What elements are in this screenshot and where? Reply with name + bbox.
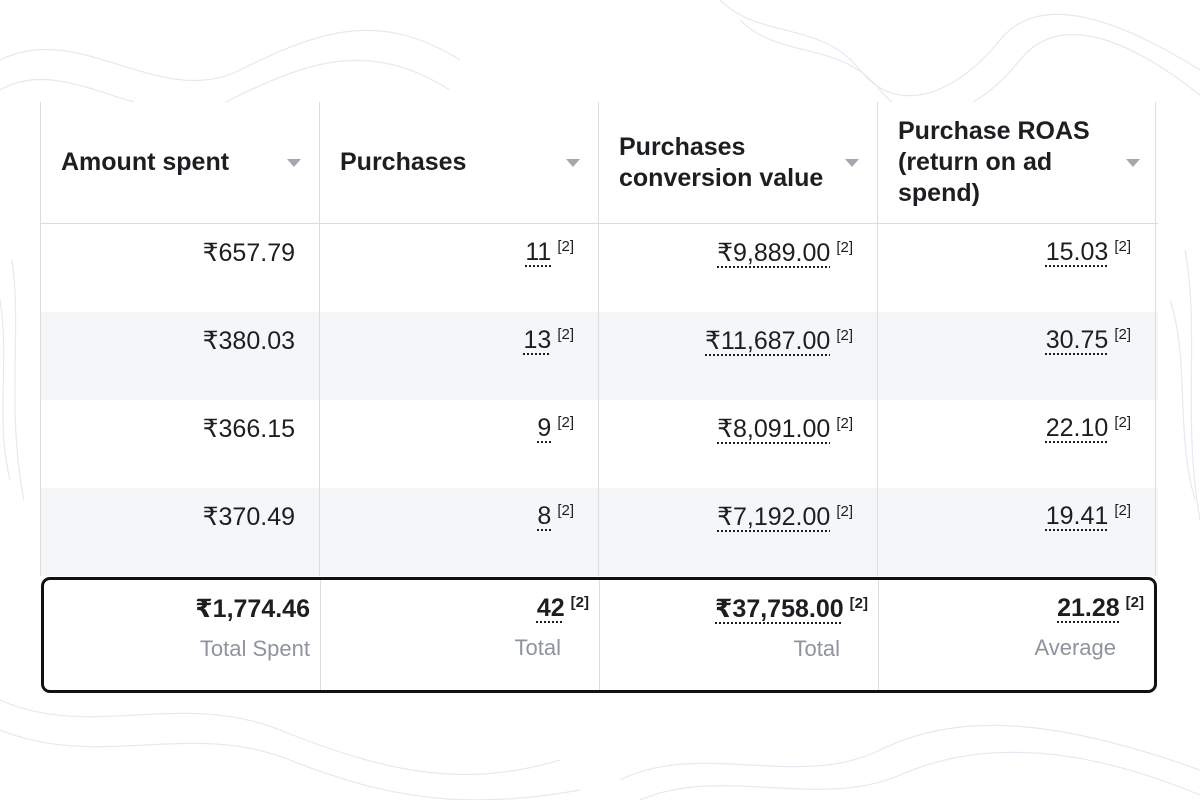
column-divider xyxy=(319,102,320,576)
column-header-amount-spent[interactable]: Amount spent xyxy=(40,102,319,223)
cell-purchases: 9 [2] xyxy=(319,400,598,488)
column-divider xyxy=(877,102,878,576)
roas-value[interactable]: 19.41 xyxy=(1045,502,1109,530)
total-amount-label: Total Spent xyxy=(199,636,310,661)
conversion-value[interactable]: ₹7,192.00 xyxy=(717,503,831,531)
cell-conversion-value: ₹8,091.00 [2] xyxy=(598,400,877,488)
total-purchases-label: Total xyxy=(514,635,561,660)
total-roas-label: Average xyxy=(1034,635,1116,660)
column-label: Purchases xyxy=(340,148,467,176)
cell-amount-spent: ₹370.49 xyxy=(40,488,319,576)
footnote-marker: [2] xyxy=(836,327,853,344)
footnote-marker: [2] xyxy=(1114,326,1131,343)
roas-value[interactable]: 30.75 xyxy=(1045,326,1109,354)
column-label: Purchases conversion value xyxy=(619,132,824,192)
footnote-marker: [2] xyxy=(836,415,853,432)
column-divider xyxy=(1155,102,1156,576)
footnote-marker: [2] xyxy=(849,595,868,612)
total-conversion-label: Total xyxy=(793,636,840,661)
column-divider xyxy=(40,102,41,576)
purchases-value[interactable]: 11 xyxy=(525,238,552,266)
footnote-marker: [2] xyxy=(557,502,574,519)
total-roas: 21.28 [2] Average xyxy=(878,580,1154,690)
column-divider xyxy=(878,580,879,690)
conversion-value[interactable]: ₹9,889.00 xyxy=(717,239,831,267)
amount-value: ₹370.49 xyxy=(202,503,295,531)
footnote-marker: [2] xyxy=(570,594,589,611)
purchases-value[interactable]: 13 xyxy=(523,326,552,354)
footnote-marker: [2] xyxy=(1125,594,1144,611)
cell-roas: 19.41 [2] xyxy=(877,488,1158,576)
purchases-value[interactable]: 8 xyxy=(537,502,552,530)
table-row: ₹370.49 8 [2] ₹7,192.00 [2] 19.41 [2] xyxy=(40,488,1158,576)
total-purchases-value[interactable]: 42 xyxy=(536,594,565,622)
amount-value: ₹657.79 xyxy=(202,239,295,267)
cell-roas: 22.10 [2] xyxy=(877,400,1158,488)
table-row: ₹366.15 9 [2] ₹8,091.00 [2] 22.10 [2] xyxy=(40,400,1158,488)
column-header-purchases[interactable]: Purchases xyxy=(319,102,598,223)
cell-conversion-value: ₹11,687.00 [2] xyxy=(598,312,877,400)
totals-row: ₹1,774.46 Total Spent 42 [2] Total ₹37,75… xyxy=(41,577,1157,693)
footnote-marker: [2] xyxy=(836,503,853,520)
sort-dropdown-icon[interactable] xyxy=(287,159,301,167)
purchases-value[interactable]: 9 xyxy=(537,414,552,442)
cell-purchases: 8 [2] xyxy=(319,488,598,576)
cell-roas: 15.03 [2] xyxy=(877,224,1158,312)
roas-value[interactable]: 15.03 xyxy=(1045,238,1109,266)
column-divider xyxy=(320,580,321,690)
total-roas-value[interactable]: 21.28 xyxy=(1057,594,1120,622)
cell-amount-spent: ₹657.79 xyxy=(40,224,319,312)
roas-value[interactable]: 22.10 xyxy=(1045,414,1109,442)
total-conversion-value-amount[interactable]: ₹37,758.00 xyxy=(715,595,844,623)
total-amount-spent: ₹1,774.46 Total Spent xyxy=(44,580,320,690)
amount-value: ₹366.15 xyxy=(202,415,295,443)
footnote-marker: [2] xyxy=(1114,238,1131,255)
total-amount-value: ₹1,774.46 xyxy=(195,595,310,623)
ads-metrics-table: Amount spent Purchases Purchases convers… xyxy=(40,102,1158,576)
table-row: ₹380.03 13 [2] ₹11,687.00 [2] 30.75 [2] xyxy=(40,312,1158,400)
column-divider xyxy=(598,102,599,576)
footnote-marker: [2] xyxy=(557,238,574,255)
footnote-marker: [2] xyxy=(1114,502,1131,519)
cell-amount-spent: ₹380.03 xyxy=(40,312,319,400)
footnote-marker: [2] xyxy=(557,326,574,343)
cell-amount-spent: ₹366.15 xyxy=(40,400,319,488)
cell-purchases: 13 [2] xyxy=(319,312,598,400)
table-row: ₹657.79 11 [2] ₹9,889.00 [2] 15.03 [2] xyxy=(40,224,1158,312)
amount-value: ₹380.03 xyxy=(202,327,295,355)
sort-dropdown-icon[interactable] xyxy=(1126,159,1140,167)
footnote-marker: [2] xyxy=(1114,414,1131,431)
cell-conversion-value: ₹9,889.00 [2] xyxy=(598,224,877,312)
cell-purchases: 11 [2] xyxy=(319,224,598,312)
conversion-value[interactable]: ₹11,687.00 xyxy=(705,327,831,355)
column-divider xyxy=(599,580,600,690)
footnote-marker: [2] xyxy=(836,239,853,256)
column-header-roas[interactable]: Purchase ROAS (return on ad spend) xyxy=(877,102,1158,223)
column-label: Purchase ROAS (return on ad spend) xyxy=(898,117,1090,207)
total-purchases: 42 [2] Total xyxy=(320,580,599,690)
table-header: Amount spent Purchases Purchases convers… xyxy=(40,102,1158,224)
sort-dropdown-icon[interactable] xyxy=(845,159,859,167)
total-conversion-value: ₹37,758.00 [2] Total xyxy=(599,580,878,690)
sort-dropdown-icon[interactable] xyxy=(566,159,580,167)
footnote-marker: [2] xyxy=(557,414,574,431)
column-label: Amount spent xyxy=(61,148,230,176)
cell-conversion-value: ₹7,192.00 [2] xyxy=(598,488,877,576)
conversion-value[interactable]: ₹8,091.00 xyxy=(717,415,831,443)
cell-roas: 30.75 [2] xyxy=(877,312,1158,400)
column-header-conversion-value[interactable]: Purchases conversion value xyxy=(598,102,877,223)
